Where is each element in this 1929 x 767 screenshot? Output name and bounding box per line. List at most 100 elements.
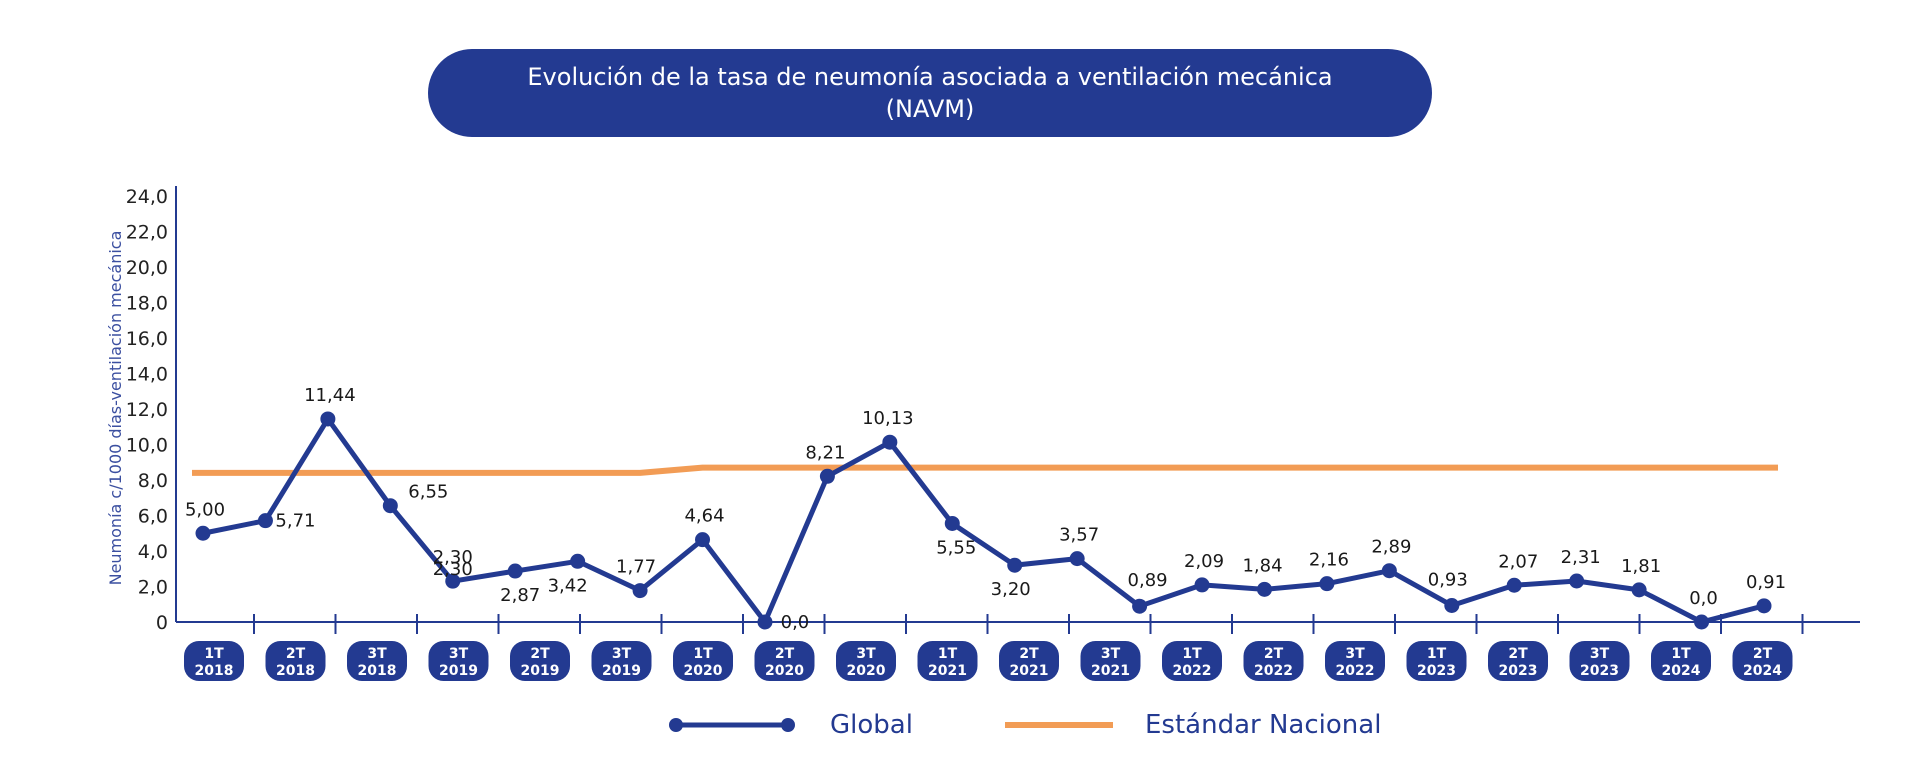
legend-swatch-global [669, 718, 795, 732]
data-label-global: 2,31 [1561, 547, 1601, 568]
x-category-pill [1406, 641, 1467, 681]
data-point-global [1569, 573, 1585, 589]
x-category-label-year: 2018 [195, 663, 234, 679]
data-label-global: 2,87 [500, 585, 540, 606]
x-category-pill [1325, 641, 1385, 681]
x-category-pill [1651, 641, 1711, 681]
data-point-global [507, 563, 523, 579]
x-category-pill [510, 641, 570, 681]
x-category-label-quarter: 1T [1427, 646, 1447, 662]
data-label-global: 0,0 [781, 612, 810, 633]
y-tick-label: 20,0 [126, 257, 168, 279]
x-category-label-quarter: 1T [693, 646, 713, 662]
x-category-label-year: 2019 [439, 663, 478, 679]
data-label-global: 4,64 [684, 506, 724, 527]
y-tick-label: 10,0 [126, 435, 168, 457]
x-category-label-quarter: 3T [1345, 646, 1365, 662]
data-point-global [445, 573, 461, 589]
x-category-pill [184, 641, 244, 681]
data-label-global: 11,44 [304, 385, 356, 406]
y-tick-label: 22,0 [126, 222, 168, 244]
data-label-global: 3,42 [548, 575, 588, 596]
x-category-pill [1080, 641, 1141, 681]
x-category-label-quarter: 2T [775, 646, 795, 662]
data-point-global [944, 515, 960, 531]
x-category-label-year: 2023 [1499, 663, 1538, 679]
chart-title-line2: (NAVM) [885, 95, 975, 123]
x-category-label-quarter: 3T [1101, 646, 1121, 662]
data-label-global: 1,84 [1242, 555, 1282, 576]
x-category-label-quarter: 3T [612, 646, 632, 662]
data-point-global [257, 513, 273, 529]
data-label-global: 0,91 [1746, 572, 1786, 593]
y-tick-label: 4,0 [138, 541, 168, 563]
x-category-pill [1162, 641, 1222, 681]
data-point-global [1381, 563, 1397, 579]
y-tick-label: 2,0 [138, 577, 168, 599]
data-label-global: 5,00 [185, 499, 225, 520]
data-point-global [632, 583, 648, 599]
x-category-label-year: 2020 [765, 663, 804, 679]
x-category-label-year: 2022 [1173, 663, 1212, 679]
data-label-global: 8,21 [805, 442, 845, 463]
data-label-global: 2,30 [433, 547, 473, 568]
x-category-label-quarter: 1T [204, 646, 224, 662]
y-tick-label: 0 [156, 612, 168, 634]
data-point-global [695, 532, 711, 548]
y-tick-label: 24,0 [126, 186, 168, 208]
data-label-global: 3,57 [1059, 525, 1099, 546]
x-category-label-quarter: 2T [1753, 646, 1773, 662]
x-category-label-year: 2024 [1743, 663, 1782, 679]
y-tick-label: 14,0 [126, 364, 168, 386]
x-category-pill [1243, 641, 1304, 681]
data-point-global [1132, 598, 1148, 614]
data-point-global [1069, 551, 1085, 567]
data-label-global-extra: 2,30 [433, 559, 473, 580]
legend-label-standard: Estándar Nacional [1145, 710, 1382, 740]
data-point-global [382, 498, 398, 514]
x-category-pill [673, 641, 733, 681]
data-label-global: 2,89 [1371, 537, 1411, 558]
data-label-global: 3,20 [991, 579, 1031, 600]
x-category-label-quarter: 2T [1264, 646, 1284, 662]
x-category-pill [428, 641, 489, 681]
y-tick-label: 16,0 [126, 328, 168, 350]
data-label-global: 0,93 [1428, 569, 1468, 590]
x-category-label-year: 2020 [847, 663, 886, 679]
data-label-global: 0,0 [1689, 588, 1718, 609]
data-label-global: 2,07 [1498, 551, 1538, 572]
x-category-label-year: 2022 [1336, 663, 1375, 679]
x-category-label-quarter: 2T [1019, 646, 1039, 662]
data-label-global: 0,89 [1128, 570, 1168, 591]
x-category-label-year: 2023 [1417, 663, 1456, 679]
data-point-global [195, 525, 211, 541]
data-point-global [1444, 597, 1460, 613]
data-point-global [1694, 614, 1710, 630]
data-label-global: 6,55 [408, 482, 448, 503]
legend-item-global: Global [668, 705, 913, 745]
x-category-label-quarter: 2T [286, 646, 306, 662]
x-category-pill [1732, 641, 1793, 681]
x-category-label-year: 2020 [684, 663, 723, 679]
x-category-label-year: 2019 [521, 663, 560, 679]
x-category-label-quarter: 3T [856, 646, 876, 662]
data-point-global [1007, 557, 1023, 573]
x-category-label-quarter: 2T [530, 646, 550, 662]
data-label-global: 2,16 [1309, 550, 1349, 571]
data-label-global: 5,55 [936, 537, 976, 558]
x-category-pill [265, 641, 326, 681]
data-point-global [1506, 577, 1522, 593]
y-tick-label: 12,0 [126, 399, 168, 421]
data-label-global: 10,13 [862, 408, 914, 429]
x-category-label-year: 2021 [1010, 663, 1049, 679]
data-point-global [320, 411, 336, 427]
x-category-pill [1488, 641, 1548, 681]
x-category-label-year: 2018 [276, 663, 315, 679]
data-point-global [819, 468, 835, 484]
x-category-pill [754, 641, 815, 681]
legend-swatch-standard [1005, 722, 1113, 728]
x-category-label-quarter: 1T [1182, 646, 1202, 662]
data-point-global [1631, 582, 1647, 598]
y-tick-label: 8,0 [138, 470, 168, 492]
series-line-global [202, 416, 1765, 625]
